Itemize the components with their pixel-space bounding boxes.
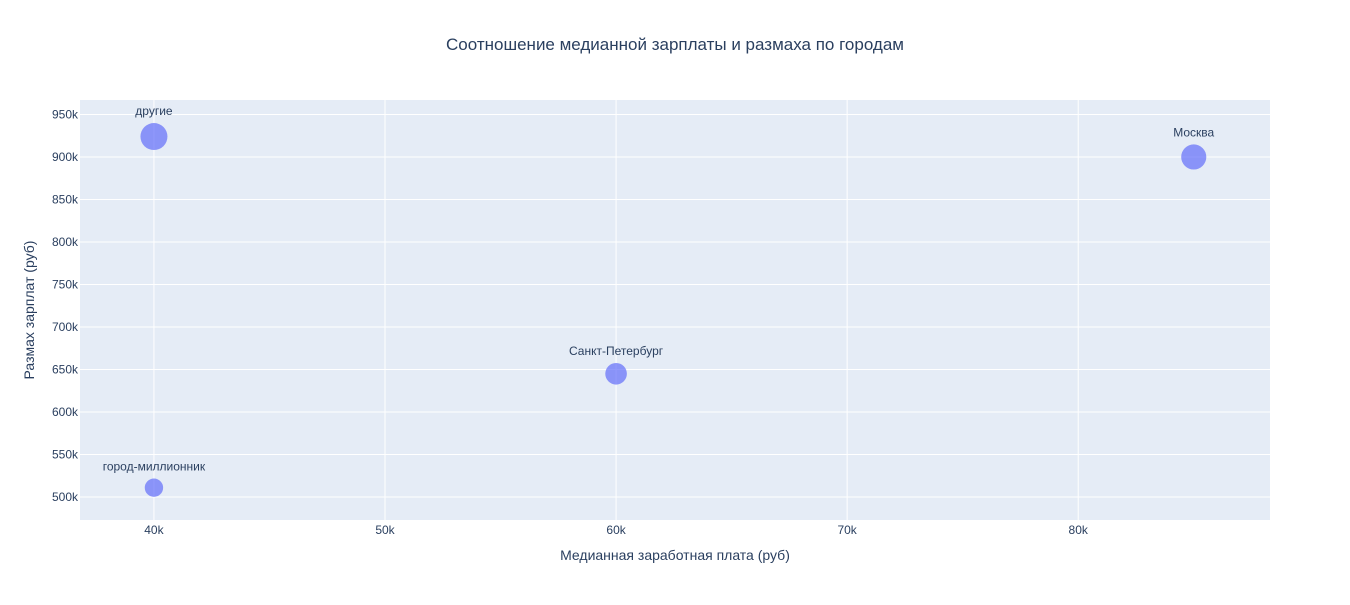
y-tick-label: 750k — [52, 277, 79, 291]
x-gridlines — [153, 100, 1079, 520]
scatter-point[interactable] — [144, 478, 164, 497]
y-tick-label: 950k — [52, 107, 79, 121]
x-tick-label: 70k — [837, 523, 857, 537]
point-label: Москва — [1173, 125, 1214, 139]
x-axis-title: Медианная заработная плата (руб) — [560, 547, 790, 563]
scatter-point[interactable] — [140, 123, 168, 151]
x-tick-label: 50k — [375, 523, 395, 537]
y-tick-label: 700k — [52, 320, 79, 334]
scatter-point[interactable] — [1181, 144, 1207, 170]
point-label: другие — [135, 104, 173, 118]
x-tick-label: 80k — [1069, 523, 1089, 537]
y-gridlines — [80, 113, 1270, 498]
point-label: город-миллионник — [103, 460, 206, 474]
y-tick-label: 600k — [52, 405, 79, 419]
x-axis-ticks: 40k 50k 60k 70k 80k — [144, 523, 1089, 537]
point-labels: другие Москва Санкт-Петербург город-миллион… — [103, 104, 1215, 473]
y-tick-label: 800k — [52, 235, 79, 249]
y-tick-label: 500k — [52, 490, 79, 504]
point-label: Санкт-Петербург — [569, 344, 664, 358]
plot-area — [80, 100, 1270, 520]
x-tick-label: 40k — [144, 523, 164, 537]
y-tick-label: 650k — [52, 363, 79, 377]
y-axis-title: Размах зарплат (руб) — [21, 241, 37, 380]
y-tick-label: 850k — [52, 192, 79, 206]
x-tick-label: 60k — [606, 523, 626, 537]
y-tick-label: 900k — [52, 150, 79, 164]
scatter-markers — [140, 123, 1207, 497]
scatter-point[interactable] — [605, 362, 627, 385]
y-axis-ticks: 500k 550k 600k 650k 700k 750k 800k 850k 900k 950k — [52, 107, 79, 504]
chart-title: Соотношение медианной зарплаты и размаха… — [446, 35, 904, 54]
y-tick-label: 550k — [52, 448, 79, 462]
